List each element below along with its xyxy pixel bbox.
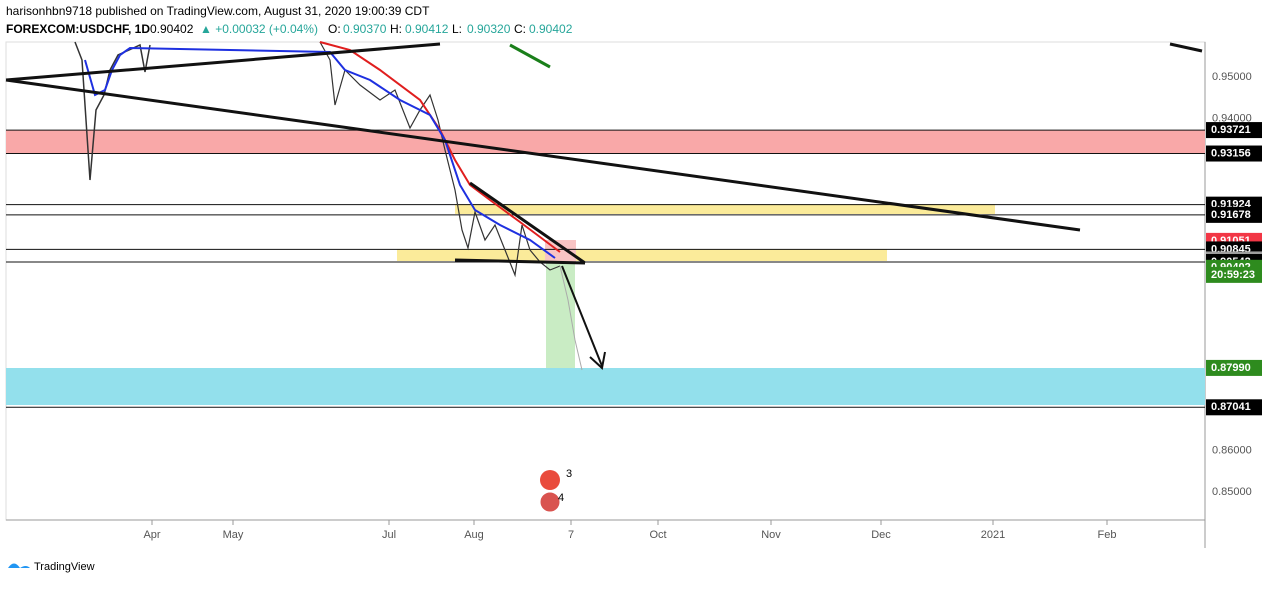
time-label: 7 <box>568 529 574 541</box>
time-axis: Apr May Jul Aug 7 Oct Nov Dec 2021 Feb <box>143 520 1116 541</box>
price-badge <box>1206 266 1262 283</box>
time-label: 2021 <box>981 529 1005 541</box>
price-badge-label: 0.93721 <box>1211 124 1251 136</box>
trend-line <box>5 78 1081 232</box>
target-zone <box>6 368 1205 405</box>
time-label: Nov <box>761 529 781 541</box>
symbol: FOREXCOM:USDCHF, 1D <box>6 22 150 36</box>
event-icon <box>540 470 560 490</box>
moving-average-blue <box>84 46 556 259</box>
price-badge-label: 0.93156 <box>1211 147 1251 159</box>
event-count: 4 <box>558 492 564 504</box>
event-icon <box>539 491 561 513</box>
price-badge-label: 0.87990 <box>1211 362 1251 374</box>
ohlc-value: 0.90320 <box>467 22 511 36</box>
time-label: May <box>223 529 244 541</box>
arrow-head <box>589 351 606 370</box>
price-badge <box>1206 399 1262 416</box>
price-badge-label: 0.91678 <box>1211 209 1251 221</box>
time-label: Dec <box>871 529 891 541</box>
price-tick-label: 0.94000 <box>1212 112 1252 124</box>
change: ▲ +0.00032 (+0.04%) <box>200 22 318 36</box>
price-path <box>319 41 561 278</box>
price-tick-label: 0.85000 <box>1212 486 1252 498</box>
price-tick-label: 0.95000 <box>1212 71 1252 83</box>
ohlc-value: 0.90370 <box>343 22 387 36</box>
support-zone <box>397 249 887 261</box>
ohlc-value: 0.90412 <box>405 22 449 36</box>
event-count: 3 <box>566 468 572 480</box>
time-label: Feb <box>1098 529 1117 541</box>
author-line: harisonhbn9718 published on TradingView.… <box>6 4 430 18</box>
ohlc-label: L: <box>452 22 462 36</box>
price-badge <box>1206 359 1262 376</box>
brand: TradingView <box>34 561 95 573</box>
trend-line <box>1169 42 1203 53</box>
price-badge <box>1206 122 1262 139</box>
time-label: Oct <box>649 529 666 541</box>
horizontal-lines <box>6 129 1205 408</box>
ohlc-label: O: <box>328 22 341 36</box>
price-badge <box>1206 206 1262 223</box>
trend-line <box>5 42 441 82</box>
ohlc-label: H: <box>390 22 402 36</box>
time-label: Jul <box>382 529 396 541</box>
projection-path <box>559 265 583 371</box>
resistance-zone <box>6 130 1205 153</box>
arrow <box>561 265 603 367</box>
ohlc-value: 0.90402 <box>529 22 573 36</box>
triangle-line <box>454 258 586 265</box>
time-label: Aug <box>464 529 484 541</box>
time-label: Apr <box>143 529 160 541</box>
price-axis: 0.95000 0.94000 0.86000 0.85000 0.93721 0.931… <box>1206 71 1262 498</box>
last-price: 0.90402 <box>150 22 194 36</box>
green-line <box>509 43 551 69</box>
price-tick-label: 0.86000 <box>1212 444 1252 456</box>
price-badge-label: 20:59:23 <box>1211 269 1255 281</box>
triangle-line <box>469 181 586 265</box>
ohlc-label: C: <box>514 22 526 36</box>
brand-logo <box>8 563 30 568</box>
supply-zone <box>455 204 995 214</box>
price-badge <box>1206 145 1262 162</box>
price-badge-label: 0.87041 <box>1211 401 1251 413</box>
ohlc: O: 0.90370 H: 0.90412 L: 0.90320 C: 0.90402 <box>328 22 573 36</box>
